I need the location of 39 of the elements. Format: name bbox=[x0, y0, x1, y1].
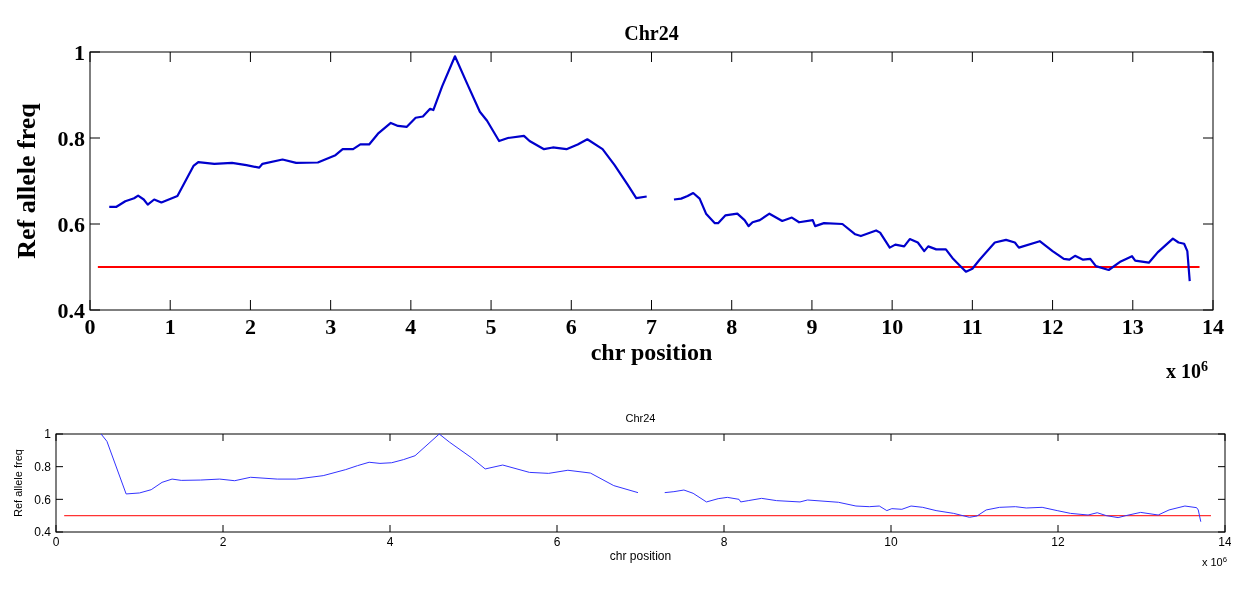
x-tick-label: 14 bbox=[1218, 535, 1232, 549]
x-tick-label: 0 bbox=[52, 535, 60, 549]
y-tick-label: 0.4 bbox=[34, 525, 52, 540]
x-tick-label: 5 bbox=[485, 314, 497, 339]
chart-title: Chr24 bbox=[624, 22, 679, 44]
x-tick-label: 1 bbox=[164, 314, 176, 339]
x-tick-label: 12 bbox=[1051, 535, 1065, 549]
x-tick-label: 7 bbox=[646, 314, 657, 339]
y-tick-label: 0.6 bbox=[57, 211, 85, 237]
x-tick-label: 8 bbox=[726, 314, 738, 339]
x-tick-label: 11 bbox=[961, 314, 983, 339]
x-tick-label: 4 bbox=[405, 314, 417, 339]
x-tick-label: 9 bbox=[806, 314, 818, 339]
text: x 10$^{6}$ bbox=[1201, 554, 1227, 568]
x-tick-label: 2 bbox=[244, 314, 256, 339]
chart-title: Chr24 bbox=[625, 412, 656, 424]
y-tick-label: 0.4 bbox=[57, 297, 85, 323]
y-tick-label: 1 bbox=[44, 427, 52, 442]
text: x 10$^{6}$ bbox=[1166, 358, 1208, 382]
x-axis-title: chr position bbox=[609, 549, 672, 563]
x-tick-label: 10 bbox=[884, 535, 898, 549]
x-tick-label: 13 bbox=[1121, 314, 1144, 339]
x-tick-label: 4 bbox=[386, 535, 394, 549]
x-axis-title: chr position bbox=[590, 339, 713, 365]
x-tick-label: 10 bbox=[881, 314, 904, 339]
x-tick-label: 8 bbox=[720, 535, 728, 549]
x-tick-label: 3 bbox=[325, 314, 337, 339]
y-tick-label: 0.8 bbox=[34, 459, 52, 474]
y-axis-title: Ref allele freq bbox=[12, 449, 24, 517]
x-tick-label: 6 bbox=[565, 314, 577, 339]
y-tick-label: 0.8 bbox=[57, 125, 85, 151]
y-tick-label: 0.6 bbox=[34, 492, 52, 507]
y-axis-title: Ref allele freq bbox=[12, 102, 41, 259]
x-tick-label: 14 bbox=[1202, 314, 1224, 339]
x-tick-label: 2 bbox=[219, 535, 227, 549]
y-tick-label: 1 bbox=[74, 39, 85, 65]
x-tick-label: 12 bbox=[1041, 314, 1064, 339]
x-tick-label: 6 bbox=[553, 535, 561, 549]
x-tick-label: 0 bbox=[84, 314, 96, 339]
